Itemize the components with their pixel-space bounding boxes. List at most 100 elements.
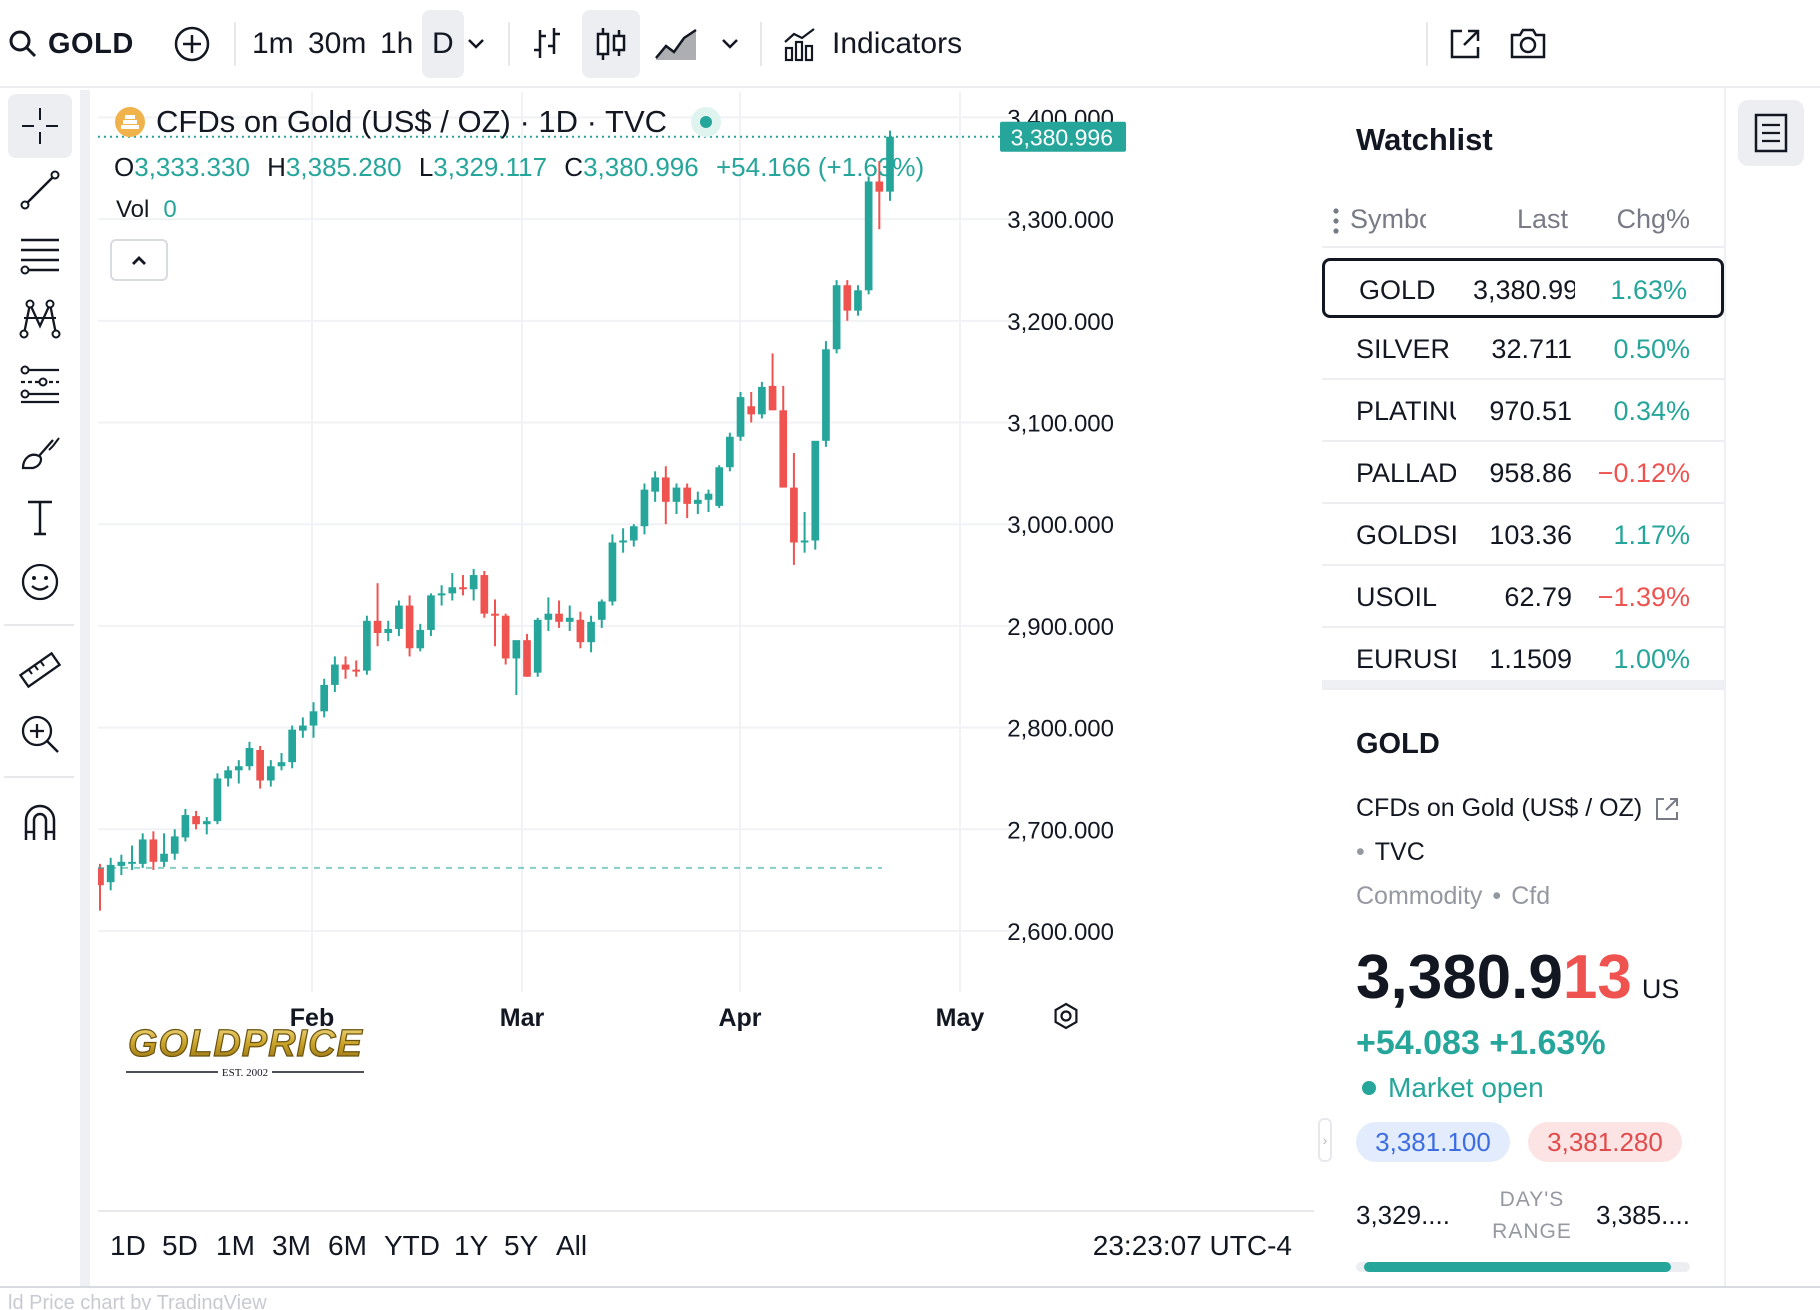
candle-body xyxy=(875,181,884,192)
ask-price: 3,381.280 xyxy=(1528,1122,1682,1162)
candle-body xyxy=(843,285,852,311)
watchlist-row-silver[interactable]: SILVER 32.711 0.50% xyxy=(1322,320,1724,380)
header-last[interactable]: Last xyxy=(1516,204,1568,234)
trend-line-tool[interactable] xyxy=(8,158,72,222)
candle-body xyxy=(384,628,393,634)
range-5d[interactable]: 5D xyxy=(162,1230,198,1261)
details-category-row: Commodity • Cfd xyxy=(1356,882,1551,910)
camera-icon xyxy=(1510,28,1546,59)
candle-body xyxy=(715,467,724,506)
magnet-tool[interactable] xyxy=(8,790,72,854)
y-tick-label: 2,900.000 xyxy=(1007,614,1114,641)
range-1m[interactable]: 1M xyxy=(216,1230,255,1261)
drag-handle-icon[interactable] xyxy=(1332,206,1340,236)
candle-body xyxy=(779,410,788,488)
watchlist-row-gold[interactable]: GOLD 3,380.996 1.63% xyxy=(1322,258,1724,318)
watchlist-section: Watchlist Symbol Last Chg% GOLD 3,380.996… xyxy=(1322,92,1724,690)
row-change: 1.00% xyxy=(1613,644,1690,674)
candle-body xyxy=(181,815,190,838)
candle-body xyxy=(683,487,692,504)
panel-collapse-handle[interactable]: › xyxy=(1318,1118,1332,1162)
zoom-in-tool[interactable] xyxy=(8,702,72,766)
chart-settings-icon[interactable] xyxy=(1054,1002,1078,1030)
brush-icon xyxy=(21,437,60,470)
candle-body xyxy=(224,770,232,779)
area-chart-type-button[interactable] xyxy=(654,0,698,88)
price-chart[interactable]: 3,400.000 3,300.000 3,200.000 3,100.000 3,00… xyxy=(98,92,1314,1210)
emoji-tool[interactable] xyxy=(8,550,72,614)
candle-body xyxy=(747,406,756,415)
row-change: 1.17% xyxy=(1613,520,1690,550)
chart-type-dropdown[interactable] xyxy=(720,0,740,88)
status-dot-icon xyxy=(1362,1081,1376,1095)
measure-tool[interactable] xyxy=(8,638,72,702)
candle-body xyxy=(693,499,702,504)
row-symbol: SILVER xyxy=(1356,334,1451,364)
watchlist-row-platinum[interactable]: PLATINUM 970.51 0.34% xyxy=(1322,382,1724,442)
candle-body xyxy=(416,629,425,649)
watchlist-row-goldsilver[interactable]: GOLDSILVER 103.36 1.17% xyxy=(1322,506,1724,566)
range-all[interactable]: All xyxy=(556,1230,588,1261)
watchlist-row-usoil[interactable]: USOIL 62.79 −1.39% xyxy=(1322,568,1724,628)
candle-chart-type-button[interactable] xyxy=(582,10,640,78)
add-circle-icon xyxy=(174,26,210,62)
timezone-clock[interactable]: 23:23:07 UTC-4 xyxy=(1092,1230,1292,1261)
attribution-footer[interactable]: ld Price chart by TradingView xyxy=(0,1286,1820,1310)
text-icon xyxy=(28,500,52,536)
interval-dropdown[interactable] xyxy=(466,0,486,88)
candle-body xyxy=(672,487,681,502)
interval-1m[interactable]: 1m xyxy=(252,27,294,60)
candle-body xyxy=(597,601,606,620)
watchlist-toggle-button[interactable] xyxy=(1738,100,1804,166)
low-value: 3,329.117 xyxy=(433,152,548,182)
candle-body xyxy=(331,664,339,685)
screenshot-button[interactable] xyxy=(1508,0,1548,88)
range-6m[interactable]: 6M xyxy=(328,1230,367,1261)
candle-body xyxy=(736,397,745,437)
open-new-window-button[interactable] xyxy=(1448,0,1482,88)
brush-tool[interactable] xyxy=(8,420,72,484)
symbol-search[interactable]: GOLD xyxy=(8,0,134,88)
range-5y[interactable]: 5Y xyxy=(504,1230,539,1261)
pattern-tool[interactable] xyxy=(8,286,72,350)
price-main: 3,380.9 xyxy=(1356,943,1563,1012)
candle-body xyxy=(459,587,467,590)
row-last: 3,380.996 xyxy=(1473,275,1575,305)
text-tool[interactable] xyxy=(8,486,72,550)
chart-canvas[interactable]: 3,400.0003,300.0003,200.0003,100.0003,00… xyxy=(98,92,1314,1210)
interval-30m[interactable]: 30m xyxy=(308,27,367,60)
candle-body xyxy=(629,526,638,541)
header-symbol[interactable]: Symbol xyxy=(1350,204,1426,234)
compare-button[interactable] xyxy=(172,0,212,88)
candle-body xyxy=(277,762,286,767)
candle-body xyxy=(555,613,563,622)
fib-lines-tool[interactable] xyxy=(8,222,72,286)
range-1y[interactable]: 1Y xyxy=(454,1230,489,1261)
crosshair-tool[interactable] xyxy=(8,94,72,158)
interval-d[interactable]: D xyxy=(422,10,464,78)
range-3m[interactable]: 3M xyxy=(272,1230,311,1261)
row-last: 1.1509 xyxy=(1489,644,1572,674)
header-chg[interactable]: Chg% xyxy=(1616,204,1690,234)
indicators-button[interactable]: Indicators xyxy=(782,0,962,88)
smiley-icon xyxy=(21,563,59,601)
watchlist-row-palladium[interactable]: PALLADIUM 958.86 −0.12% xyxy=(1322,444,1724,504)
candle-body xyxy=(661,477,670,502)
day-range-label-2: RANGE xyxy=(1492,1220,1572,1243)
bar-chart-type-button[interactable] xyxy=(530,0,564,88)
candle-body xyxy=(491,613,499,616)
ohlc-values: O3,333.330 H3,385.280 L3,329.117 C3,380.… xyxy=(114,152,934,183)
range-ytd[interactable]: YTD xyxy=(384,1230,440,1261)
candle-body xyxy=(790,487,798,543)
watchlist-row-eurusd[interactable]: EURUSD 1.1509 1.00% xyxy=(1322,630,1724,690)
volume-value: 0 xyxy=(163,196,177,223)
y-tick-label: 2,800.000 xyxy=(1007,716,1114,743)
interval-1h[interactable]: 1h xyxy=(380,27,414,60)
candle-body xyxy=(320,684,329,712)
candle-body xyxy=(501,615,510,659)
range-1d[interactable]: 1D xyxy=(110,1230,146,1261)
collapse-legend-button[interactable] xyxy=(110,239,168,281)
details-name-row[interactable]: CFDs on Gold (US$ / OZ) xyxy=(1356,794,1680,823)
chevron-down-icon xyxy=(468,39,484,49)
prediction-tool[interactable] xyxy=(8,352,72,416)
